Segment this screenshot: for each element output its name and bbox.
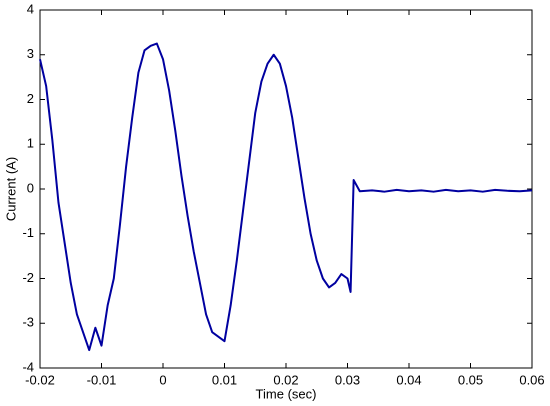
x-tick-label: 0.04 <box>396 372 421 387</box>
x-tick-label: 0.06 <box>519 372 544 387</box>
y-tick-label: 1 <box>27 136 34 151</box>
y-tick-label: 3 <box>27 46 34 61</box>
y-tick-label: 4 <box>27 1 34 16</box>
plot-frame <box>39 9 533 369</box>
y-tick-label: -4 <box>22 359 34 374</box>
x-tick-label: -0.02 <box>25 372 55 387</box>
x-axis-label: Time (sec) <box>256 386 317 401</box>
y-tick-label: -3 <box>22 315 34 330</box>
current-line <box>39 42 533 352</box>
x-tick-label: 0 <box>159 372 166 387</box>
y-tick-label: 0 <box>27 180 34 195</box>
x-tick-label: 0.03 <box>335 372 360 387</box>
x-tick-label: 0.02 <box>273 372 298 387</box>
y-tick-label: -2 <box>22 270 34 285</box>
y-tick-label: 2 <box>27 91 34 106</box>
x-tick-label: -0.01 <box>87 372 117 387</box>
y-tick-label: -1 <box>22 225 34 240</box>
x-tick-label: 0.01 <box>212 372 237 387</box>
x-tick-label: 0.05 <box>458 372 483 387</box>
y-axis-label: Current (A) <box>3 157 18 221</box>
